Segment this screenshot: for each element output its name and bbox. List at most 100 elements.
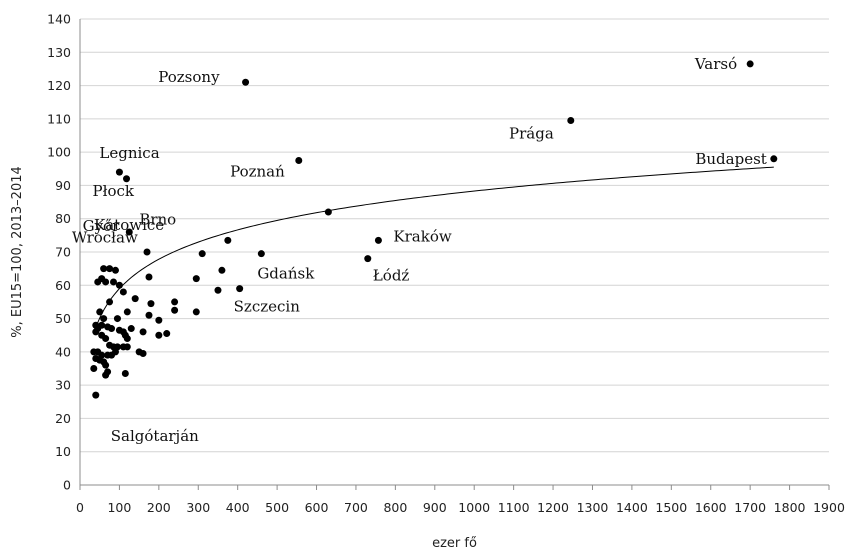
data-point (131, 295, 139, 303)
data-point (94, 325, 102, 333)
data-point (125, 228, 133, 236)
data-point (145, 311, 153, 319)
y-tick-label: 50 (55, 311, 71, 326)
data-point (198, 250, 206, 258)
data-point (111, 348, 119, 356)
y-tick-label: 10 (55, 444, 71, 459)
data-point (567, 117, 575, 125)
data-point (94, 278, 102, 286)
x-tick-label: 1900 (813, 500, 845, 515)
data-point (236, 285, 244, 293)
x-tick-label: 1300 (577, 500, 609, 515)
x-tick-label: 500 (265, 500, 289, 515)
city-label: Budapest (695, 150, 766, 168)
y-tick-label: 70 (55, 245, 71, 260)
data-point (106, 265, 114, 273)
city-label: Poznań (230, 162, 285, 180)
x-tick-label: 200 (147, 500, 171, 515)
y-tick-label: 80 (55, 211, 71, 226)
data-point (127, 325, 135, 333)
x-tick-label: 1800 (774, 500, 806, 515)
data-point (123, 343, 131, 351)
city-label: Legnica (99, 144, 159, 162)
data-point (770, 155, 778, 163)
data-point (115, 281, 123, 289)
y-tick-label: 30 (55, 378, 71, 393)
y-tick-label: 140 (47, 12, 71, 27)
city-label: Wrocław (72, 228, 138, 246)
y-tick-label: 130 (47, 45, 71, 60)
data-point (374, 236, 382, 244)
x-tick-label: 100 (107, 500, 131, 515)
data-point (192, 275, 200, 283)
x-tick-label: 600 (305, 500, 329, 515)
data-point (121, 369, 129, 377)
x-tick-label: 700 (344, 500, 368, 515)
data-point (119, 288, 127, 296)
data-point (102, 335, 110, 343)
data-point (100, 315, 108, 323)
y-tick-label: 120 (47, 78, 71, 93)
data-point (155, 316, 163, 324)
data-point (143, 248, 151, 256)
data-point (90, 365, 98, 372)
city-label: Kraków (393, 227, 451, 245)
city-label: Pozsony (158, 68, 220, 86)
data-point (108, 325, 116, 333)
y-tick-label: 20 (55, 411, 71, 426)
data-point (242, 78, 250, 86)
y-tick-label: 60 (55, 278, 71, 293)
data-point (123, 335, 131, 343)
data-point (746, 60, 754, 68)
data-point (364, 255, 372, 263)
y-axis-title: %, EU15=100, 2013–2014 (10, 166, 25, 338)
data-point (123, 308, 131, 316)
x-tick-label: 1100 (498, 500, 530, 515)
city-label: Płock (93, 182, 135, 200)
data-point (224, 236, 232, 244)
x-tick-label: 1600 (695, 500, 727, 515)
x-tick-label: 0 (76, 500, 84, 515)
data-point (147, 300, 155, 308)
x-tick-labels: 0 100 200 300 400 500 600 700 800 900 1000 1100 1200… (76, 500, 845, 515)
x-tick-label: 1000 (458, 500, 490, 515)
data-point (295, 156, 303, 164)
city-labels: Varsó Pozsony Prága Budapest Poznań Legnica Pł… (72, 55, 767, 445)
data-point (115, 168, 123, 176)
y-tick-label: 100 (47, 145, 71, 160)
data-point (163, 330, 171, 338)
x-tick-label: 1400 (616, 500, 648, 515)
x-tick-label: 1700 (734, 500, 766, 515)
x-tick-label: 1500 (655, 500, 687, 515)
data-point (113, 315, 121, 323)
x-axis-title: ezer fő (432, 536, 477, 551)
data-point (139, 350, 147, 358)
data-point (102, 361, 110, 369)
x-tick-label: 1200 (537, 500, 569, 515)
data-point (139, 328, 147, 336)
city-label: Katowice (94, 216, 164, 234)
x-tick-label: 900 (423, 500, 447, 515)
city-label: Gdańsk (257, 265, 315, 283)
data-point (100, 265, 108, 273)
city-label: Varsó (694, 55, 737, 73)
data-point (111, 266, 119, 274)
data-point (171, 298, 179, 306)
gridlines (80, 18, 829, 453)
data-point (123, 175, 131, 183)
y-tick-label: 40 (55, 344, 71, 359)
data-point (96, 308, 104, 316)
y-tick-labels: 0 10 20 30 40 50 60 70 80 90 100 110 120 130 140 (47, 12, 71, 493)
city-label: Győr (83, 217, 120, 235)
y-tick-label: 0 (63, 478, 71, 493)
data-point (171, 306, 179, 314)
data-point (119, 328, 127, 336)
city-label: Salgótarján (111, 427, 199, 445)
data-point (218, 266, 226, 274)
x-tick-label: 800 (383, 500, 407, 515)
data-point (214, 286, 222, 294)
data-point (106, 298, 114, 306)
data-point (145, 273, 153, 281)
data-point (155, 331, 163, 339)
